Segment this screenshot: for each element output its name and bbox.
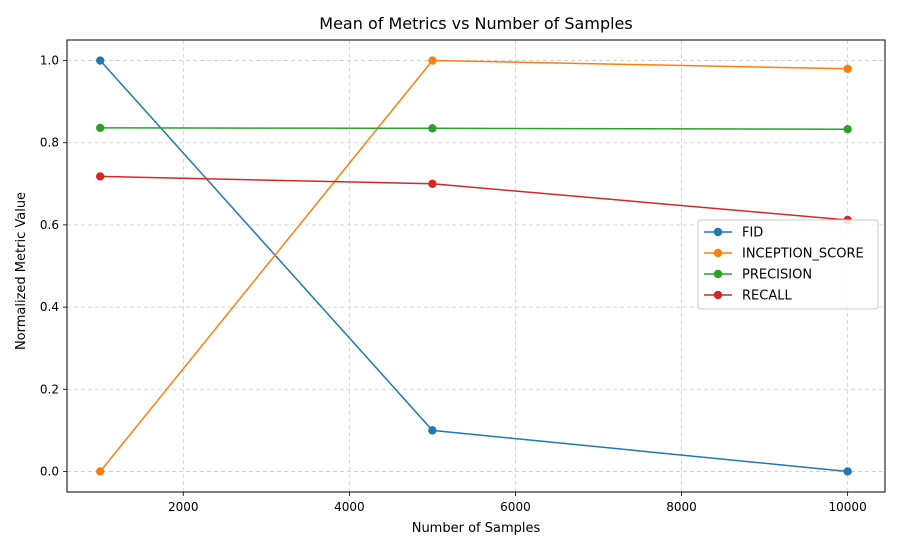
- data-point: [843, 64, 852, 73]
- legend-marker: [713, 227, 723, 237]
- y-tick-label: 0.6: [40, 218, 59, 232]
- x-tick-label: 2000: [168, 500, 199, 514]
- plot-frame: [66, 39, 886, 493]
- legend-label: PRECISION: [742, 268, 812, 283]
- data-point: [843, 124, 852, 134]
- y-axis-label: Normalized Metric Value: [14, 192, 29, 350]
- data-point: [428, 56, 437, 65]
- data-point: [96, 172, 105, 181]
- data-point: [428, 426, 437, 435]
- data-point: [96, 56, 105, 65]
- data-point: [843, 467, 852, 476]
- x-tick-label: 6000: [500, 500, 531, 514]
- data-point: [96, 467, 105, 476]
- legend-label: INCEPTION_SCORE: [742, 247, 864, 262]
- legend-marker: [713, 269, 723, 279]
- legend-label: RECALL: [742, 289, 792, 304]
- y-tick-label: 0.0: [40, 464, 59, 478]
- y-tick-label: 1.0: [40, 54, 59, 68]
- data-point: [96, 123, 105, 133]
- chart-title: Mean of Metrics vs Number of Samples: [319, 14, 632, 33]
- legend-label: FID: [742, 226, 763, 241]
- legend-marker: [713, 290, 723, 300]
- y-tick-label: 0.8: [40, 136, 59, 150]
- data-point: [428, 179, 437, 189]
- x-axis-label: Number of Samples: [412, 521, 541, 536]
- y-tick-label: 0.4: [40, 300, 59, 314]
- x-tick-label: 4000: [334, 500, 365, 514]
- data-point: [428, 124, 437, 133]
- series-layer: [96, 56, 852, 476]
- x-tick-label: 8000: [666, 500, 697, 514]
- y-tick-label: 0.2: [40, 382, 59, 396]
- x-tick-label: 10000: [829, 500, 867, 514]
- series-line-precision: [100, 127, 848, 130]
- series-line-recall: [100, 175, 848, 221]
- legend: FID INCEPTION_SCORE PRECISION RECALL: [697, 219, 879, 310]
- legend-marker: [713, 248, 723, 258]
- ticks: 2000 4000 6000 8000 10000 0.0 0.2 0.4 0.6 0.8 1.0: [40, 54, 867, 514]
- legend-box: [697, 219, 879, 310]
